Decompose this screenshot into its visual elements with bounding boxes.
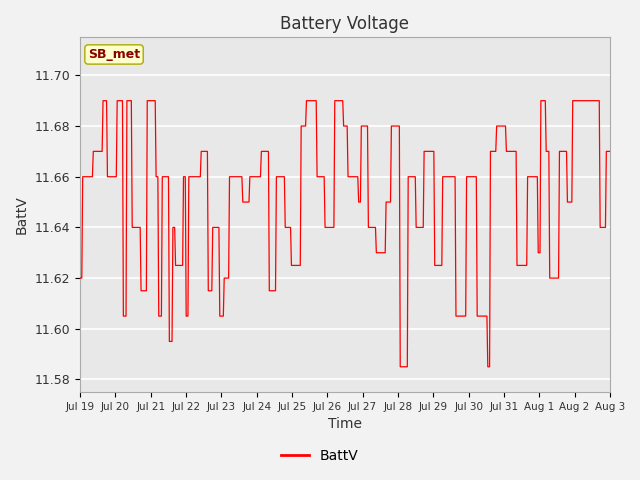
Y-axis label: BattV: BattV [15,195,29,234]
Title: Battery Voltage: Battery Voltage [280,15,410,33]
Text: SB_met: SB_met [88,48,140,61]
Legend: BattV: BattV [276,443,364,468]
X-axis label: Time: Time [328,418,362,432]
